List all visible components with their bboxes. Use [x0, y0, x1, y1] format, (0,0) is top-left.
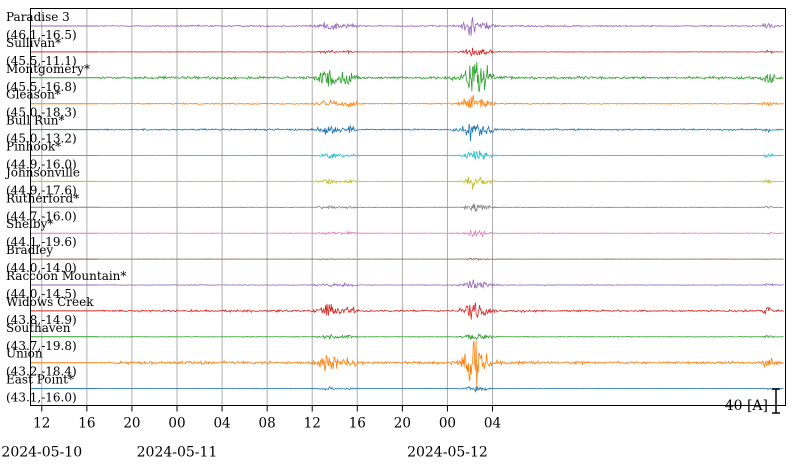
scale-bar-label: 40 [A]: [725, 398, 768, 414]
series-coords-label: (44.7,-16.0): [6, 209, 77, 223]
plot-frame: [30, 8, 786, 406]
series-coords-label: (44.9,-17.6): [6, 183, 77, 197]
series-coords-label: (43.8,-14.9): [6, 313, 77, 327]
series-name-label: Johnsonville: [4, 165, 80, 179]
series-line: [98, 203, 784, 212]
x-tick-label: 16: [78, 416, 95, 432]
series-coords-label: (45.5,-16.8): [6, 80, 77, 94]
x-tick-label: 04: [484, 416, 501, 432]
x-date-label: 2024-05-11: [137, 445, 218, 461]
x-date-label: 2024-05-10: [1, 445, 82, 461]
series-trace: [30, 229, 784, 238]
series-coords-label: (45.0,-18.3): [6, 106, 77, 120]
series-line: [98, 386, 784, 393]
series-line: [97, 302, 784, 320]
series-labels: Paradise 3 (46.1,-16.5)Sullivan* (45.5,-11…: [4, 10, 126, 405]
series-line: [98, 62, 784, 93]
series-coords-label: (45.5,-11.1): [6, 54, 77, 68]
series-trace: [30, 47, 784, 57]
series-line: [98, 150, 784, 160]
x-tick-label: 16: [349, 416, 366, 432]
series-coords-label: (44.1,-19.6): [6, 235, 77, 249]
x-tick-label: 12: [304, 416, 321, 432]
series-name-label: Bull Run*: [6, 114, 65, 128]
series-trace: [30, 62, 784, 93]
x-tick-label: 04: [213, 416, 230, 432]
series-trace: [30, 386, 784, 393]
series-line: [97, 123, 784, 142]
x-tick-label: 20: [394, 416, 411, 432]
series-trace: [30, 257, 784, 261]
series-name-label: Pinhook*: [6, 140, 61, 154]
x-tick-label: 00: [168, 416, 185, 432]
series-coords-label: (43.7,-19.8): [6, 339, 77, 353]
x-tick-label: 20: [123, 416, 140, 432]
series-coords-label: (44.0,-14.0): [6, 261, 77, 275]
series-trace: [30, 279, 784, 289]
series-line: [98, 95, 784, 109]
series-line: [98, 279, 784, 289]
series-trace: [30, 340, 784, 388]
series-name-label: Montgomery*: [6, 62, 90, 76]
series-name-label: Rutherford*: [6, 191, 79, 205]
series-name-label: Gleason*: [6, 88, 61, 102]
series-name-label: Bradley: [6, 243, 53, 257]
x-tick-label: 12: [33, 416, 50, 432]
series-line: [98, 229, 784, 238]
series-line: [97, 17, 784, 36]
x-axis: 12 16 20 00 04 08 12 16 20 00 04 2024-05-10 2024-05-…: [1, 8, 786, 461]
series-line: [98, 176, 784, 190]
series-trace: [30, 302, 784, 320]
x-tick-label: 08: [259, 416, 276, 432]
series-coords-label: (46.1,-16.5): [6, 28, 77, 42]
series-name-label: Union: [6, 347, 43, 361]
series-trace: [30, 95, 784, 109]
series-trace: [30, 17, 784, 36]
series-coords-label: (44.9,-16.0): [6, 158, 77, 172]
series-coords-label: (43.1,-16.0): [6, 391, 77, 405]
series-name-label: Southaven: [6, 321, 71, 335]
series-name-label: Widows Creek: [6, 295, 94, 309]
series-name-label: Raccoon Mountain*: [6, 269, 126, 283]
scale-bar: 40 [A]: [725, 388, 780, 414]
series-trace: [30, 176, 784, 190]
series-traces: [30, 17, 784, 393]
series-coords-label: (43.2,-18.4): [6, 365, 77, 379]
series-coords-label: (45.0,-13.2): [6, 132, 77, 146]
series-line: [98, 47, 784, 57]
series-line: [98, 332, 784, 341]
series-line: [98, 340, 784, 388]
series-name-label: Paradise 3: [6, 10, 70, 24]
series-name-label: Shelby*: [6, 217, 53, 231]
series-name-label: East Point*: [6, 373, 74, 387]
series-trace: [30, 203, 784, 212]
x-date-label: 2024-05-12: [407, 445, 488, 461]
series-trace: [30, 123, 784, 142]
series-line: [98, 257, 784, 261]
series-name-label: Sullivan*: [6, 36, 61, 50]
series-trace: [30, 332, 784, 341]
series-trace: [30, 150, 784, 160]
x-tick-label: 00: [439, 416, 456, 432]
series-coords-label: (44.0,-14.5): [6, 287, 77, 301]
